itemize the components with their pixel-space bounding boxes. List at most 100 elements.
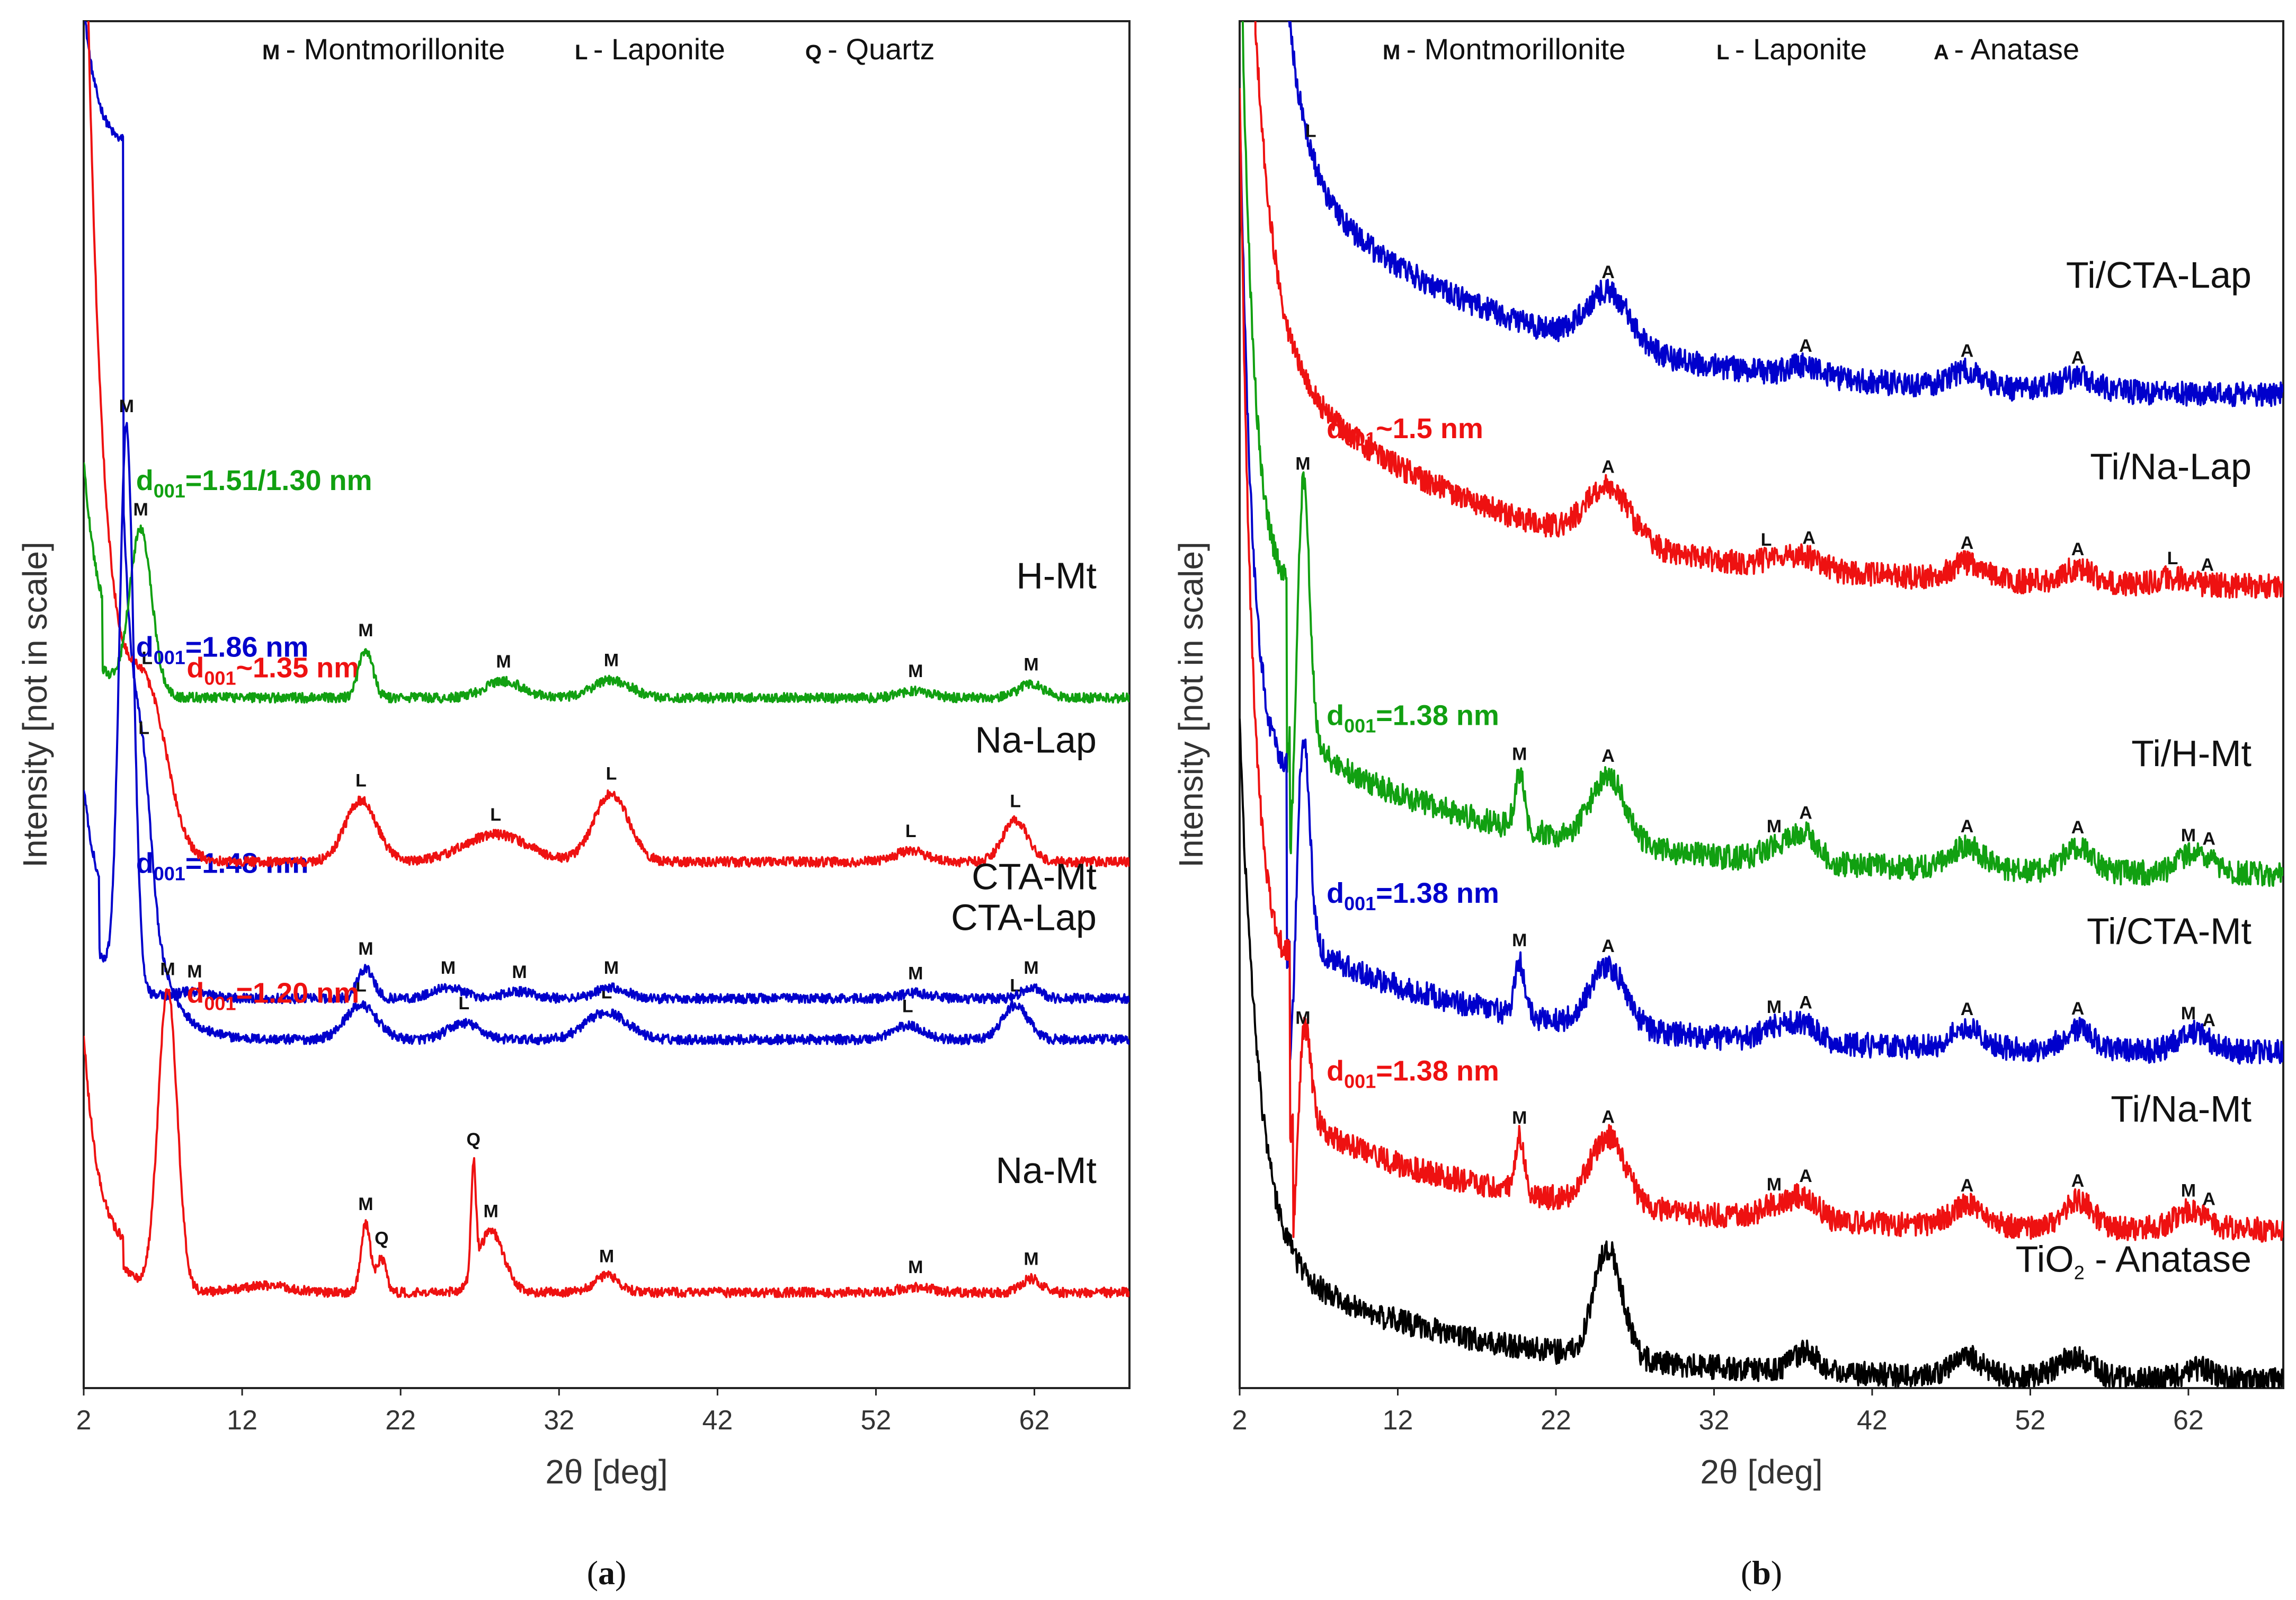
x-tick-label: 62 <box>1019 1405 1050 1436</box>
series-name-label: Na-Mt <box>995 1150 1097 1191</box>
plot-frame <box>1239 20 2284 1389</box>
peak-label: M <box>358 1194 373 1214</box>
peak-label: A <box>2202 1010 2215 1030</box>
peak-label: L <box>1010 791 1021 811</box>
peak-label: L <box>1010 976 1021 996</box>
peak-label: M <box>2181 1180 2196 1201</box>
d-spacing-label: d001~1.35 nm <box>186 652 359 689</box>
peak-label: A <box>1802 528 1816 548</box>
peak-label: A <box>2071 999 2085 1019</box>
series-name-label: Ti/CTA-Mt <box>2087 911 2251 952</box>
x-tick-label: 12 <box>227 1405 257 1436</box>
peak-label: L <box>902 996 913 1016</box>
legend-entry: A - Anatase <box>1934 32 2079 66</box>
x-tick-label: 12 <box>1383 1405 1413 1436</box>
peak-label: M <box>2181 825 2196 846</box>
peak-label: A <box>2071 1171 2085 1191</box>
legend-entry: M - Montmorillonite <box>1383 32 1625 66</box>
panel-label: (b) <box>1741 1554 1782 1592</box>
x-tick-label: 22 <box>1541 1405 1571 1436</box>
peak-label: M <box>604 958 619 978</box>
series-line <box>1241 21 2283 887</box>
peak-label: L <box>458 993 469 1014</box>
peak-label: A <box>1601 262 1615 282</box>
d-spacing-label: d001=1.86 nm <box>136 632 309 669</box>
peak-label: M <box>358 620 373 641</box>
peak-label: L <box>2167 548 2178 568</box>
peak-label: A <box>2071 348 2085 368</box>
series-line <box>1254 21 2283 599</box>
series-name-label: Ti/H-Mt <box>2131 733 2251 774</box>
peak-label: Q <box>375 1228 388 1248</box>
peak-label: A <box>1961 341 1974 361</box>
peak-label: L <box>905 821 916 841</box>
peak-label: M <box>358 939 373 959</box>
y-axis-title: Intensity [not in scale] <box>1172 541 1210 867</box>
series-name-label: CTA-Lap <box>951 897 1097 938</box>
series-name-label: Ti/CTA-Lap <box>2066 254 2251 296</box>
series-name-label: Na-Lap <box>975 719 1097 760</box>
legend-entry: L - Laponite <box>1716 32 1867 66</box>
peak-label: M <box>496 652 511 672</box>
x-tick-label: 32 <box>544 1405 574 1436</box>
series-name-label: Ti/Na-Mt <box>2111 1088 2251 1130</box>
panel-a-chart: 2 12 22 32 42 52 62 2θ [deg] Intensity [not in s… <box>16 20 1131 1592</box>
d-spacing-label: d001~1.5 nm <box>1327 413 1483 450</box>
series-line <box>84 988 1129 1299</box>
peak-label: M <box>1512 1108 1527 1128</box>
peak-label: A <box>2071 817 2085 838</box>
series-line <box>1287 21 2283 407</box>
x-tick-label: 22 <box>385 1405 416 1436</box>
peak-label: M <box>441 958 456 978</box>
series-line <box>1240 88 2283 1243</box>
peak-label: M <box>1024 654 1038 674</box>
peak-label: A <box>1799 336 1812 356</box>
x-tick-label: 52 <box>2015 1405 2046 1436</box>
y-axis-title: Intensity [not in scale] <box>16 541 54 867</box>
x-axis-title: 2θ [deg] <box>1700 1453 1822 1491</box>
series-line <box>84 21 1129 1046</box>
peak-label: M <box>512 962 527 982</box>
peak-label: M <box>908 1257 923 1277</box>
x-tick-label: 52 <box>861 1405 892 1436</box>
peak-label: A <box>2202 829 2215 849</box>
series-name-label: H-Mt <box>1016 555 1097 597</box>
peak-label: A <box>1799 992 1812 1012</box>
peak-label: M <box>2181 1003 2196 1024</box>
peak-label: M <box>483 1201 498 1221</box>
peak-label: L <box>490 805 501 825</box>
peak-label: A <box>1961 816 1974 837</box>
peak-label: M <box>908 963 923 983</box>
d-spacing-label: d001=1.38 nm <box>1327 1055 1499 1092</box>
peak-label: A <box>1961 999 1974 1019</box>
peak-label: M <box>1767 1175 1782 1195</box>
peak-label: A <box>1961 1176 1974 1196</box>
peak-label: L <box>1761 530 1772 550</box>
x-axis-title: 2θ [deg] <box>545 1453 668 1491</box>
peak-label: M <box>1024 958 1038 978</box>
x-tick-label: 32 <box>1699 1405 1730 1436</box>
peak-label: M <box>1024 1249 1038 1269</box>
peak-label: A <box>1601 936 1615 956</box>
x-tick-label: 42 <box>1857 1405 1888 1436</box>
x-tick-label: 62 <box>2173 1405 2204 1436</box>
x-tick-label: 2 <box>76 1405 92 1436</box>
peak-label: A <box>1799 1166 1812 1186</box>
series-line <box>84 422 1129 1005</box>
series-name-label: TiO2 - Anatase <box>2016 1239 2251 1284</box>
series-name-label: CTA-Mt <box>972 856 1097 897</box>
peak-label: A <box>2071 539 2085 559</box>
panel-b-chart: 2 12 22 32 42 52 62 2θ [deg] Intensity [not in s… <box>1172 20 2284 1592</box>
series-line <box>1240 88 2283 1065</box>
series-name-label: Ti/Na-Lap <box>2090 446 2251 487</box>
plot-frame <box>83 20 1131 1389</box>
peak-label: L <box>138 718 149 738</box>
peak-label: L <box>355 771 367 791</box>
peak-label: A <box>1601 457 1615 477</box>
peak-label: M <box>604 651 619 671</box>
peak-label: M <box>1767 997 1782 1017</box>
peak-label: A <box>1601 1107 1615 1127</box>
peak-label: L <box>1305 121 1316 141</box>
legend-entry: M - Montmorillonite <box>262 32 505 66</box>
